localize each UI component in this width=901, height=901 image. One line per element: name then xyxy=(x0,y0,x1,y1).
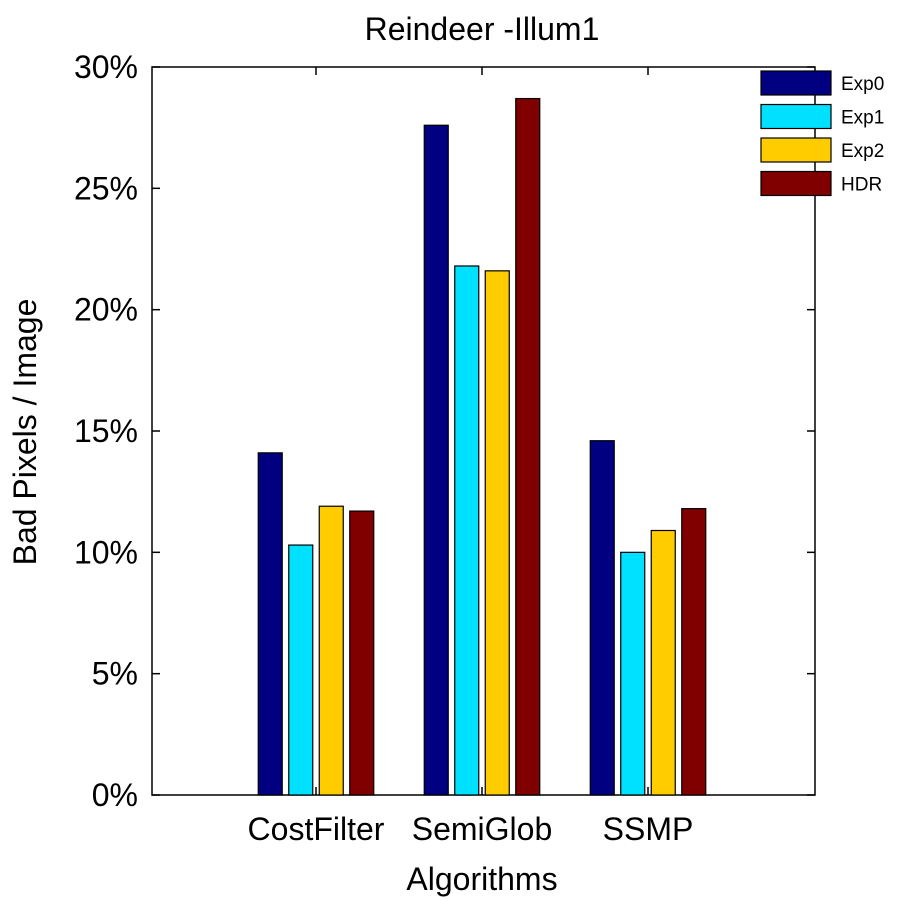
legend-swatch xyxy=(760,70,832,96)
bar xyxy=(484,270,510,796)
bar xyxy=(650,529,676,796)
y-tick-label: 25% xyxy=(74,170,138,206)
legend-swatch xyxy=(760,137,832,163)
bar xyxy=(318,505,344,796)
plot-frame xyxy=(151,66,816,796)
legend-swatch xyxy=(760,170,832,197)
bar xyxy=(620,551,646,796)
legend-swatch xyxy=(760,103,832,130)
bar xyxy=(681,508,707,796)
y-tick-label: 15% xyxy=(74,413,138,449)
y-tick-label: 20% xyxy=(74,292,138,328)
legend-label: Exp0 xyxy=(841,74,884,95)
y-tick-label: 0% xyxy=(92,777,138,813)
bar xyxy=(288,544,314,796)
legend-label: HDR xyxy=(841,175,882,196)
legend-label: Exp1 xyxy=(841,108,884,129)
bar xyxy=(589,440,615,796)
y-tick-label: 30% xyxy=(74,49,138,85)
bar xyxy=(454,265,480,796)
x-tick-label: CostFilter xyxy=(248,811,385,847)
chart-title: Reindeer -Illum1 xyxy=(365,11,600,47)
y-axis-label: Bad Pixels / Image xyxy=(7,299,43,566)
bar xyxy=(423,124,449,796)
plot-area: 0% 5% 10% 15% 20% 25% 30% CostFilter SemiGlob SSM… xyxy=(74,49,816,847)
x-axis-label: Algorithms xyxy=(406,861,557,897)
bar xyxy=(349,510,375,796)
x-tick-label: SSMP xyxy=(603,811,694,847)
legend-label: Exp2 xyxy=(841,141,884,162)
x-tick-label: SemiGlob xyxy=(412,811,553,847)
bar xyxy=(515,97,541,796)
legend: Exp0 Exp1 Exp2 HDR xyxy=(760,70,884,197)
bar xyxy=(257,452,283,796)
y-tick-label: 10% xyxy=(74,534,138,570)
y-tick-label: 5% xyxy=(92,656,138,692)
